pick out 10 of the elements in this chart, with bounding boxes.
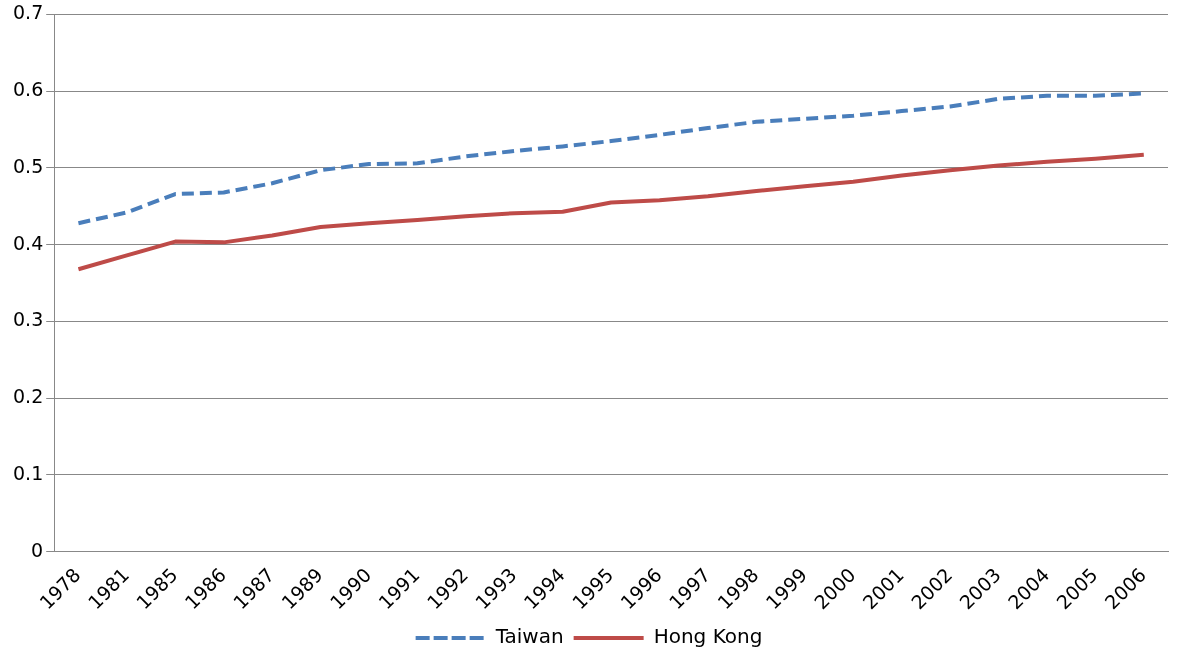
legend-label: Taiwan	[494, 624, 564, 649]
y-tick-label: 0.5	[13, 154, 44, 177]
y-tick-label: 0	[31, 538, 44, 561]
y-tick-label: 0.6	[13, 78, 44, 101]
y-tick-label: 0.1	[13, 461, 44, 484]
legend-label: Hong Kong	[653, 624, 763, 649]
y-tick-label: 0.7	[13, 1, 44, 24]
y-tick-label: 0.2	[13, 385, 44, 408]
y-tick-label: 0.3	[13, 308, 44, 331]
y-tick-label: 0.4	[13, 231, 44, 254]
